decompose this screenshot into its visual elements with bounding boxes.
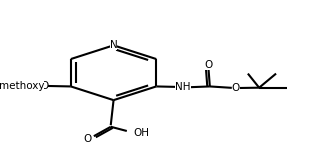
Text: NH: NH — [175, 82, 191, 92]
Text: N: N — [110, 40, 117, 50]
Text: O: O — [232, 83, 240, 93]
Text: OH: OH — [133, 128, 149, 138]
Text: O: O — [204, 60, 212, 70]
Text: methoxy: methoxy — [0, 81, 44, 91]
Text: O: O — [84, 134, 92, 143]
Text: O: O — [40, 81, 48, 91]
